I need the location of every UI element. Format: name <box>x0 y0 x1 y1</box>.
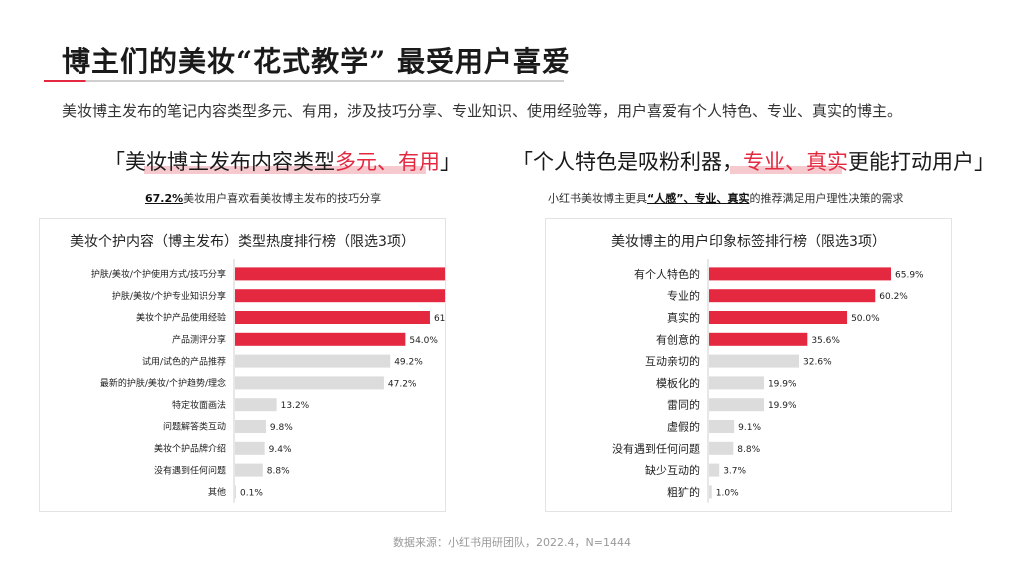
category-label: 产品测评分享 <box>172 334 226 346</box>
bar <box>709 311 848 324</box>
bar <box>709 398 764 412</box>
data-label: 35.6% <box>811 336 840 346</box>
left-headline-highlight: 多元、有用 <box>335 150 440 174</box>
category-label: 互动亲切的 <box>645 354 700 368</box>
content-type-chart: 护肤/美妆/个护使用方式/技巧分享67.2%护肤/美妆/个护专业知识分享66.6… <box>91 259 445 503</box>
left-headline: 「美妆博主发布内容类型多元、有用」 <box>104 146 461 176</box>
left-headline-post: 」 <box>440 150 461 174</box>
bar <box>709 485 712 499</box>
data-label: 9.4% <box>269 445 292 455</box>
data-label: 9.1% <box>738 423 761 433</box>
content-type-chart-panel: 美妆个护内容（博主发布）类型热度排行榜（限选3项） 护肤/美妆/个护使用方式/技… <box>39 218 446 512</box>
category-label: 问题解答类互动 <box>163 421 226 433</box>
bar <box>709 463 720 477</box>
bar <box>709 441 734 455</box>
category-label: 没有遇到任何问题 <box>154 464 226 476</box>
category-label: 美妆个护品牌介绍 <box>154 443 226 455</box>
impression-chart: 有个人特色的 65.9% 专业的 60.2% 真实的 50.0% 有创意的 35.6% 互动亲切… <box>612 259 924 503</box>
bar <box>235 311 430 324</box>
bar <box>235 267 445 281</box>
data-label: 49.2% <box>394 358 423 368</box>
bar <box>235 332 406 346</box>
data-label: 19.9% <box>768 401 797 411</box>
category-label: 模板化的 <box>656 376 700 390</box>
data-label: 54.0% <box>409 336 438 346</box>
category-label: 缺少互动的 <box>645 463 700 477</box>
data-label: 0.1% <box>240 488 263 498</box>
category-label: 护肤/美妆/个护使用方式/技巧分享 <box>91 268 226 280</box>
data-label: 8.8% <box>267 467 290 477</box>
data-label: 47.2% <box>388 379 417 389</box>
data-label: 9.8% <box>270 423 293 433</box>
category-label: 粗犷的 <box>667 485 700 499</box>
data-label: 8.8% <box>737 445 760 455</box>
data-label: 19.9% <box>768 379 797 389</box>
data-label: 32.6% <box>803 358 832 368</box>
data-label: 61.8% <box>434 314 445 324</box>
category-label: 虚假的 <box>667 419 700 433</box>
bar <box>235 289 445 303</box>
right-headline-post: 更能打动用户」 <box>848 150 995 174</box>
bar <box>709 376 764 390</box>
category-label: 试用/试色的产品推荐 <box>142 355 226 367</box>
data-label: 65.9% <box>895 270 924 280</box>
title-underline <box>44 80 564 82</box>
bar <box>235 485 236 499</box>
bar <box>709 354 800 368</box>
category-label: 护肤/美妆/个护专业知识分享 <box>112 290 226 302</box>
category-label: 特定妆面画法 <box>172 399 226 411</box>
left-headline-pre: 「美妆博主发布内容类型 <box>104 150 335 174</box>
page-title: 博主们的美妆“花式教学” 最受用户喜爱 <box>62 45 571 78</box>
right-headline-highlight: 专业、真实 <box>743 150 848 174</box>
data-label: 50.0% <box>851 314 880 324</box>
left-note: 67.2%美妆用户喜欢看美妆博主发布的技巧分享 <box>145 190 381 206</box>
category-label: 雷同的 <box>667 398 700 412</box>
category-label: 有个人特色的 <box>634 267 700 281</box>
bar <box>235 398 277 412</box>
category-label: 专业的 <box>667 289 700 303</box>
data-label: 3.7% <box>723 467 746 477</box>
bar <box>235 420 266 433</box>
data-label: 60.2% <box>879 292 908 302</box>
bar <box>235 376 384 390</box>
left-note-rest: 美妆用户喜欢看美妆博主发布的技巧分享 <box>183 192 382 205</box>
category-label: 其他 <box>208 486 226 498</box>
category-label: 美妆个护产品使用经验 <box>136 312 226 324</box>
bar <box>709 267 891 281</box>
left-note-strong: 67.2% <box>145 192 184 205</box>
right-note-pre: 小红书美妆博主更具 <box>548 192 647 205</box>
category-label: 真实的 <box>667 310 700 324</box>
bar <box>235 441 265 455</box>
impression-chart-title: 美妆博主的用户印象标签排行榜（限选3项） <box>611 234 886 250</box>
data-label: 13.2% <box>281 401 310 411</box>
category-label: 没有遇到任何问题 <box>612 441 700 455</box>
right-note: 小红书美妆博主更具“人感”、专业、真实的推荐满足用户理性决策的需求 <box>548 190 903 206</box>
impression-chart-panel: 美妆博主的用户印象标签排行榜（限选3项） 有个人特色的 65.9% 专业的 60.2%… <box>545 218 952 512</box>
category-label: 最新的护肤/美妆/个护趋势/理念 <box>100 377 226 389</box>
bar <box>709 420 735 433</box>
bar <box>235 354 391 368</box>
bar <box>235 463 263 477</box>
right-headline-pre: 「个人特色是吸粉利器， <box>512 150 743 174</box>
bar <box>709 289 876 303</box>
content-type-chart-title: 美妆个护内容（博主发布）类型热度排行榜（限选3项） <box>70 234 415 250</box>
right-note-post: 的推荐满足用户理性决策的需求 <box>749 192 904 205</box>
data-label: 1.0% <box>716 488 739 498</box>
right-headline: 「个人特色是吸粉利器，专业、真实更能打动用户」 <box>512 146 995 176</box>
right-note-strong: “人感”、专业、真实 <box>647 192 750 205</box>
bar <box>709 332 808 346</box>
category-label: 有创意的 <box>656 332 700 346</box>
data-source: 数据来源：小红书用研团队，2022.4，N=1444 <box>393 536 631 549</box>
page-subtitle: 美妆博主发布的笔记内容类型多元、有用，涉及技巧分享、专业知识、使用经验等，用户喜… <box>62 102 903 120</box>
